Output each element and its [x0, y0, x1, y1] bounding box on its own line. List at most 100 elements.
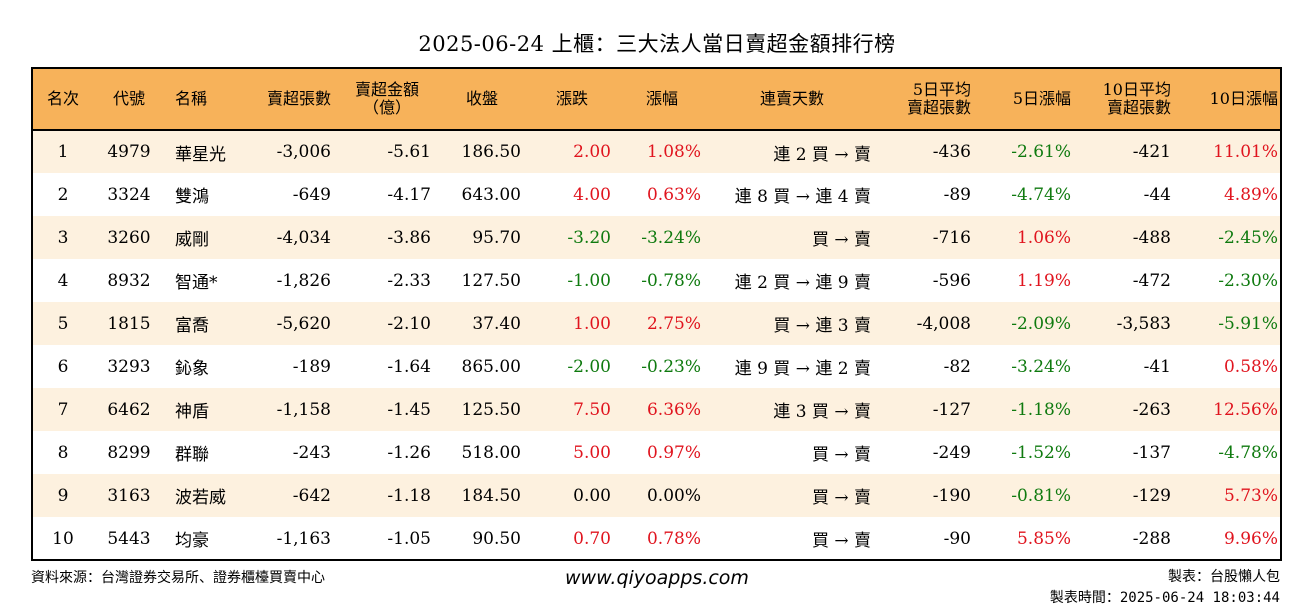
- col-header-chg10: 10日漲幅: [1177, 69, 1280, 131]
- cell-close: 95.70: [472, 227, 521, 248]
- cell-sell-amount: -1.05: [387, 528, 431, 549]
- cell-code: 6462: [107, 399, 151, 420]
- cell-sell-streak: 連 8 買 → 連 4 賣: [734, 187, 871, 207]
- ranking-table-container: 名次 代號 名稱 賣超張數 賣超金額 （億） 收盤 漲跌 漲幅 連賣天數 5日平均…: [31, 67, 1282, 561]
- cell-chg10: 11.01%: [1213, 142, 1278, 162]
- table-row: 10 5443 均豪 -1,163 -1.05 90.50 0.70 0.78% 買 → 賣 -9…: [33, 517, 1280, 559]
- cell-name: 華星光: [175, 144, 226, 165]
- cell-avg10: -472: [1132, 270, 1171, 291]
- cell-sell-amount: -1.26: [387, 442, 431, 463]
- table-row: 7 6462 神盾 -1,158 -1.45 125.50 7.50 6.36% 連 3 買 →…: [33, 388, 1280, 431]
- page-title: 2025-06-24 上櫃：三大法人當日賣超金額排行榜: [418, 32, 896, 56]
- cell-change-pct: 0.00%: [646, 485, 701, 506]
- cell-rank: 4: [57, 270, 69, 291]
- cell-avg10: -488: [1132, 227, 1171, 248]
- cell-chg10: -2.30%: [1218, 270, 1278, 291]
- cell-close: 186.50: [461, 142, 521, 162]
- cell-change: 0.00: [573, 485, 611, 506]
- table-header-row: 名次 代號 名稱 賣超張數 賣超金額 （億） 收盤 漲跌 漲幅 連賣天數 5日平均…: [33, 69, 1280, 131]
- cell-avg5: -82: [943, 356, 971, 377]
- cell-code: 8932: [107, 270, 151, 291]
- table-row: 2 3324 雙鴻 -649 -4.17 643.00 4.00 0.63% 連 8 買 → 連…: [33, 173, 1280, 216]
- cell-chg10: -4.78%: [1218, 442, 1278, 463]
- maker-label: 製表：台股懶人包: [1168, 569, 1280, 585]
- table-body: 1 4979 華星光 -3,006 -5.61 186.50 2.00 1.08% 連 2 買 …: [33, 130, 1280, 559]
- table-row: 9 3163 波若威 -642 -1.18 184.50 0.00 0.00% 買 → 賣 -19…: [33, 474, 1280, 517]
- cell-chg10: 9.96%: [1223, 528, 1278, 549]
- cell-avg10: -3,583: [1116, 313, 1171, 334]
- cell-chg5: 1.06%: [1016, 227, 1071, 248]
- cell-sell-streak: 買 → 賣: [811, 445, 871, 465]
- cell-sell-streak: 連 3 買 → 賣: [773, 402, 871, 422]
- col-header-change-pct: 漲幅: [617, 69, 707, 131]
- cell-close: 125.50: [461, 399, 521, 420]
- cell-chg5: 1.19%: [1016, 270, 1071, 291]
- cell-avg5: -436: [932, 142, 971, 162]
- col-header-name: 名稱: [165, 69, 245, 131]
- table-row: 4 8932 智通* -1,826 -2.33 127.50 -1.00 -0.78% 連 2 …: [33, 259, 1280, 302]
- cell-avg5: -249: [932, 442, 971, 463]
- cell-sell-streak: 連 2 買 → 賣: [773, 144, 871, 165]
- cell-name: 鈊象: [175, 359, 209, 379]
- cell-chg5: -0.81%: [1011, 485, 1071, 506]
- cell-name: 神盾: [175, 402, 209, 422]
- cell-sell-amount: -1.45: [387, 399, 431, 420]
- cell-sell-streak: 買 → 賣: [811, 488, 871, 508]
- col-header-avg5: 5日平均 賣超張數: [877, 69, 977, 131]
- cell-sell-streak: 買 → 賣: [811, 531, 871, 551]
- cell-chg5: 5.85%: [1016, 528, 1071, 549]
- cell-change: 5.00: [573, 442, 611, 463]
- col-header-code: 代號: [93, 69, 165, 131]
- ranking-table: 名次 代號 名稱 賣超張數 賣超金額 （億） 收盤 漲跌 漲幅 連賣天數 5日平均…: [33, 69, 1280, 559]
- table-row: 3 3260 威剛 -4,034 -3.86 95.70 -3.20 -3.24% 買 → 賣 -…: [33, 216, 1280, 259]
- cell-chg10: -2.45%: [1218, 227, 1278, 248]
- cell-chg5: -2.61%: [1011, 142, 1071, 162]
- cell-close: 37.40: [472, 313, 521, 334]
- cell-rank: 6: [57, 356, 69, 377]
- cell-avg10: -263: [1132, 399, 1171, 420]
- cell-change: -3.20: [567, 227, 611, 248]
- cell-code: 1815: [107, 313, 151, 334]
- cell-sell-streak: 買 → 連 3 賣: [773, 316, 871, 336]
- cell-chg10: 5.73%: [1223, 485, 1278, 506]
- cell-sell-streak: 連 2 買 → 連 9 賣: [734, 273, 871, 293]
- cell-change-pct: -0.23%: [641, 356, 701, 377]
- cell-rank: 2: [57, 184, 69, 205]
- cell-rank: 8: [57, 442, 69, 463]
- table-row: 8 8299 群聯 -243 -1.26 518.00 5.00 0.97% 買 → 賣 -249…: [33, 431, 1280, 474]
- cell-avg10: -288: [1132, 528, 1171, 549]
- cell-close: 184.50: [461, 485, 521, 506]
- col-header-sell-qty: 賣超張數: [245, 69, 337, 131]
- cell-change-pct: -0.78%: [641, 270, 701, 291]
- website-link[interactable]: www.qiyoapps.com: [565, 567, 749, 589]
- cell-name: 群聯: [175, 445, 209, 465]
- cell-close: 865.00: [461, 356, 521, 377]
- cell-avg5: -716: [932, 227, 971, 248]
- cell-name: 富喬: [175, 316, 209, 336]
- table-row: 5 1815 富喬 -5,620 -2.10 37.40 1.00 2.75% 買 → 連 3 …: [33, 302, 1280, 345]
- cell-sell-streak: 連 9 買 → 連 2 賣: [734, 359, 871, 379]
- cell-avg5: -596: [932, 270, 971, 291]
- cell-change: 7.50: [573, 399, 611, 420]
- cell-sell-qty: -1,158: [276, 399, 331, 420]
- col-header-change: 漲跌: [527, 69, 617, 131]
- col-header-chg5: 5日漲幅: [977, 69, 1077, 131]
- cell-sell-amount: -1.18: [387, 485, 431, 506]
- cell-sell-qty: -5,620: [276, 313, 331, 334]
- made-time-label: 製表時間：2025-06-24 18:03:44: [1049, 590, 1280, 606]
- cell-avg10: -44: [1143, 184, 1171, 205]
- cell-avg10: -137: [1132, 442, 1171, 463]
- cell-change: 2.00: [573, 142, 611, 162]
- cell-rank: 9: [57, 485, 69, 506]
- cell-sell-amount: -5.61: [387, 142, 431, 162]
- cell-change-pct: -3.24%: [641, 227, 701, 248]
- cell-sell-amount: -1.64: [387, 356, 431, 377]
- cell-rank: 3: [57, 227, 69, 248]
- cell-change: 4.00: [573, 184, 611, 205]
- cell-close: 643.00: [461, 184, 521, 205]
- cell-name: 智通*: [175, 273, 218, 293]
- cell-name: 威剛: [175, 230, 209, 250]
- cell-avg10: -129: [1132, 485, 1171, 506]
- cell-sell-qty: -1,163: [276, 528, 331, 549]
